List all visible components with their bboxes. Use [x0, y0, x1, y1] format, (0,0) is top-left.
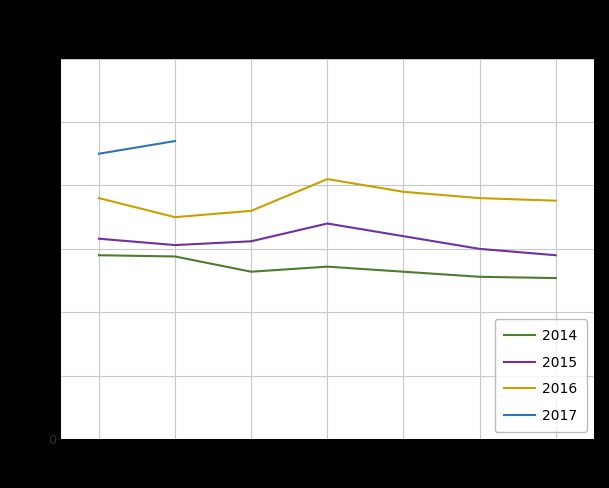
2015 [324, 221, 331, 226]
2017 [96, 151, 103, 157]
2014 [172, 254, 179, 260]
2015 [172, 242, 179, 248]
2015 [96, 236, 103, 242]
2017 [172, 138, 179, 144]
Line: 2016: 2016 [99, 179, 556, 217]
2016 [552, 198, 560, 203]
2014 [476, 274, 484, 280]
2014 [248, 269, 255, 275]
2016 [400, 189, 407, 195]
Line: 2014: 2014 [99, 255, 556, 278]
2014 [96, 252, 103, 258]
2015 [400, 233, 407, 239]
2016 [476, 195, 484, 201]
2015 [248, 238, 255, 244]
2016 [248, 208, 255, 214]
Line: 2015: 2015 [99, 224, 556, 255]
2016 [96, 195, 103, 201]
2016 [172, 214, 179, 220]
Legend: 2014, 2015, 2016, 2017: 2014, 2015, 2016, 2017 [495, 319, 587, 432]
2014 [400, 269, 407, 275]
2016 [324, 176, 331, 182]
2015 [476, 246, 484, 252]
2015 [552, 252, 560, 258]
2014 [552, 275, 560, 281]
2014 [324, 264, 331, 269]
Line: 2017: 2017 [99, 141, 175, 154]
